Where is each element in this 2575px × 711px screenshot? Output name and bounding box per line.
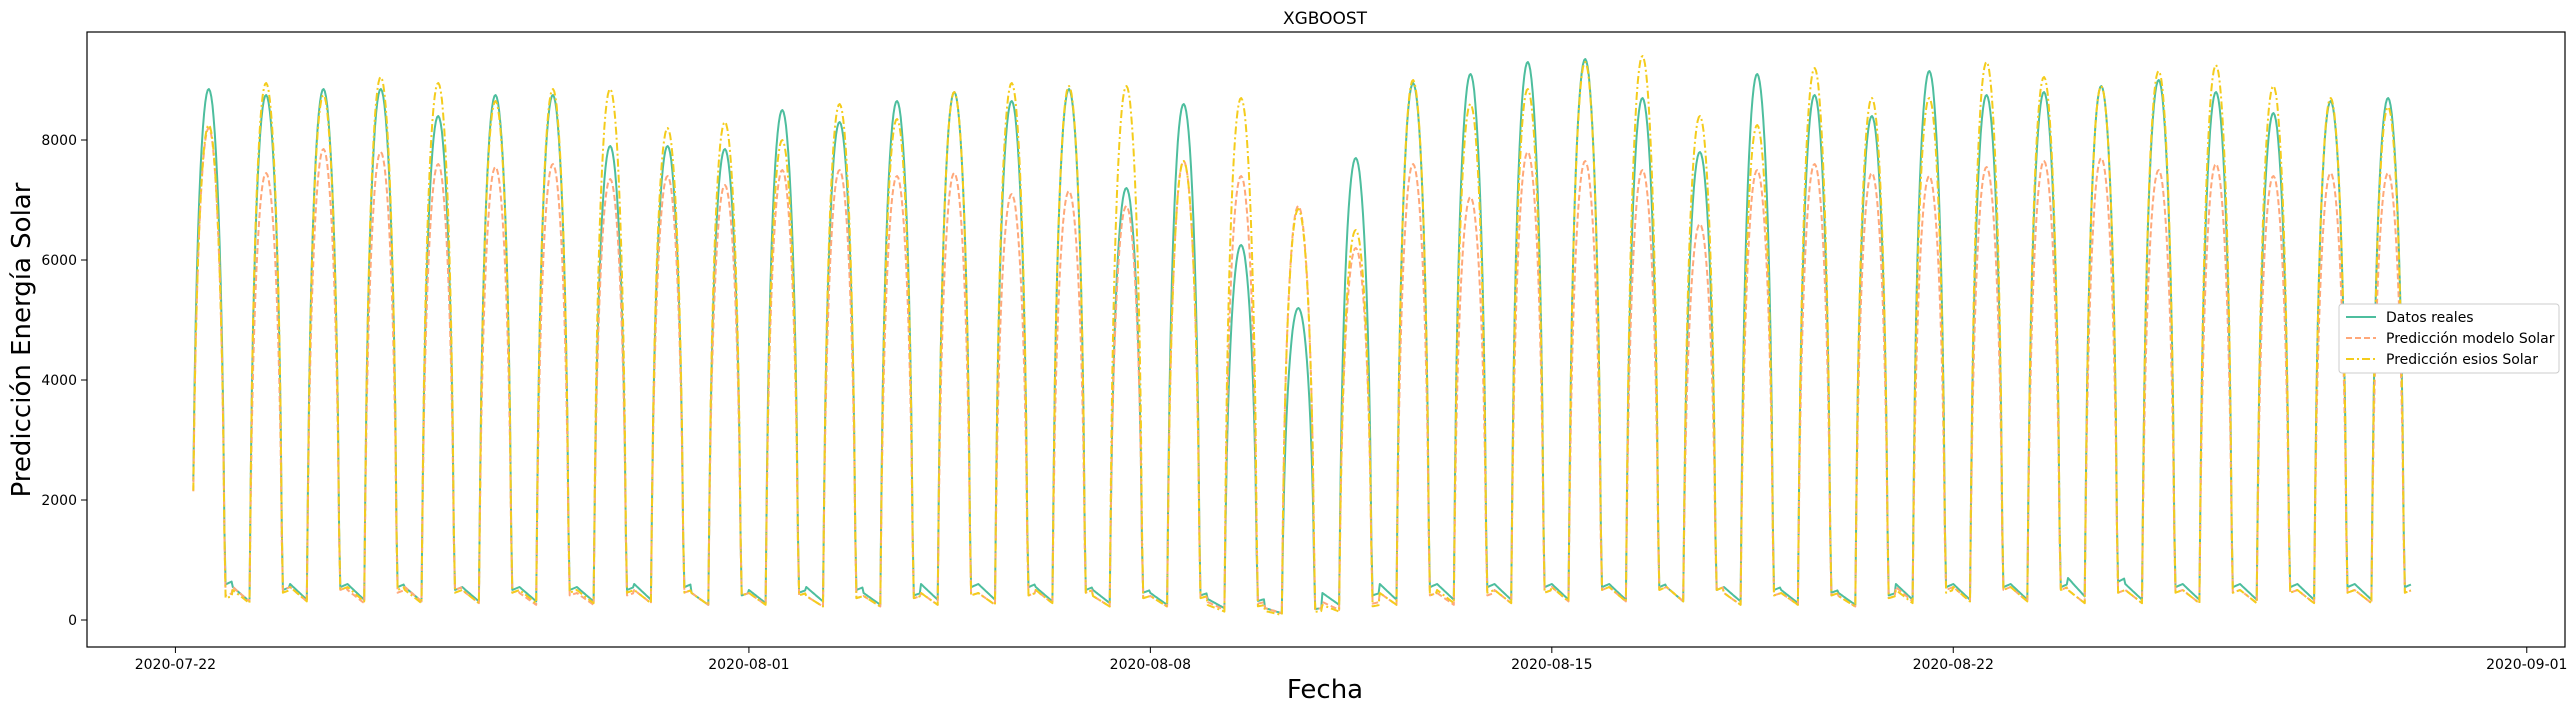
y-tick-label: 6000 bbox=[41, 253, 77, 269]
y-tick-label: 8000 bbox=[41, 133, 77, 149]
x-tick-label: 2020-07-22 bbox=[135, 657, 216, 673]
legend-label-modelo: Predicción modelo Solar bbox=[2386, 331, 2555, 347]
x-tick-label: 2020-09-01 bbox=[2486, 657, 2567, 673]
chart-title: XGBOOST bbox=[1283, 9, 1368, 29]
legend-label-datos-reales: Datos reales bbox=[2386, 310, 2474, 326]
x-axis-ticks: 2020-07-22 2020-08-01 2020-08-08 2020-08-15… bbox=[135, 647, 2567, 673]
series-layer bbox=[192, 55, 2412, 616]
legend: Datos reales Predicción modelo Solar Pre… bbox=[2338, 303, 2560, 374]
x-axis-label: Fecha bbox=[1287, 675, 1363, 705]
x-tick-label: 2020-08-08 bbox=[1110, 657, 1191, 673]
series-line-0 bbox=[192, 58, 2412, 615]
y-tick-label: 2000 bbox=[41, 493, 77, 509]
y-tick-label: 4000 bbox=[41, 373, 77, 389]
y-axis-label: Predicción Energía Solar bbox=[7, 182, 37, 497]
x-tick-label: 2020-08-01 bbox=[708, 657, 789, 673]
x-tick-label: 2020-08-22 bbox=[1913, 657, 1994, 673]
plot-area bbox=[86, 31, 2566, 648]
y-tick-label: 0 bbox=[68, 613, 77, 629]
legend-box bbox=[2338, 303, 2560, 374]
x-tick-label: 2020-08-15 bbox=[1511, 657, 1592, 673]
series-line-2 bbox=[192, 55, 2412, 616]
y-axis-ticks: 0 2000 4000 6000 8000 bbox=[41, 133, 87, 629]
legend-label-esios: Predicción esios Solar bbox=[2386, 352, 2538, 368]
